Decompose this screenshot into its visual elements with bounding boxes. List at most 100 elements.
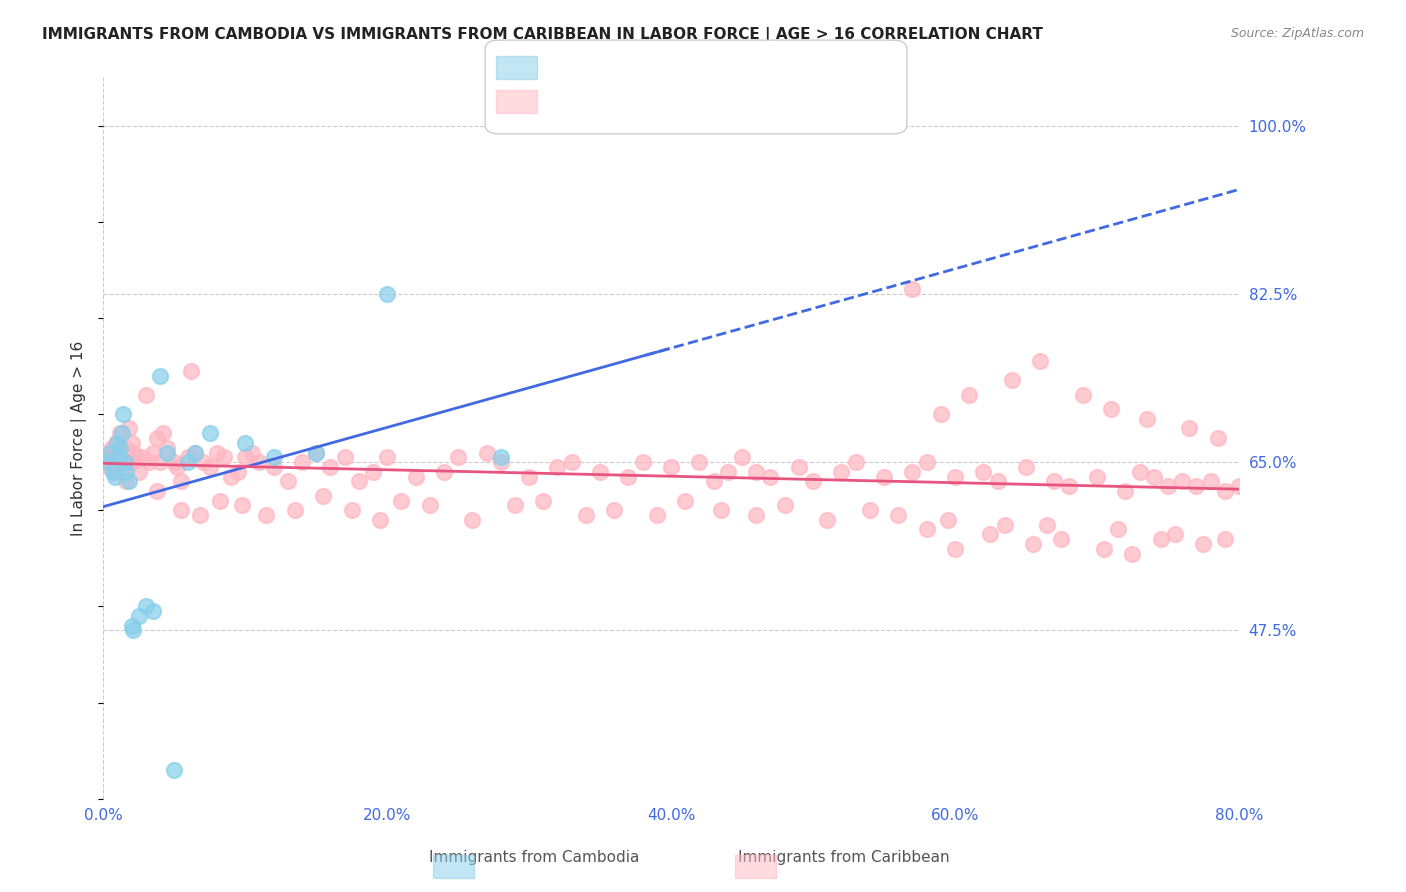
- Point: [1143, 469, 1166, 483]
- Point: [112, 459, 135, 474]
- Point: [1029, 354, 1052, 368]
- Text: N =: N =: [654, 69, 683, 84]
- Point: [389, 493, 412, 508]
- Point: [198, 459, 221, 474]
- Point: [1015, 459, 1038, 474]
- Point: [107, 450, 129, 465]
- Point: [277, 475, 299, 489]
- Point: [98, 450, 121, 465]
- Point: [1099, 402, 1122, 417]
- Point: [219, 469, 242, 483]
- Point: [114, 455, 136, 469]
- Point: [233, 436, 256, 450]
- Point: [118, 421, 141, 435]
- Point: [121, 618, 143, 632]
- Point: [773, 499, 796, 513]
- Point: [125, 450, 148, 465]
- Point: [112, 407, 135, 421]
- Point: [177, 455, 200, 469]
- Point: [263, 459, 285, 474]
- Text: Immigrants from Caribbean: Immigrants from Caribbean: [738, 850, 949, 865]
- Text: 28: 28: [724, 69, 745, 84]
- Point: [256, 508, 278, 522]
- Point: [100, 441, 122, 455]
- Point: [177, 450, 200, 465]
- Point: [801, 475, 824, 489]
- Text: R =: R =: [513, 69, 541, 84]
- Point: [184, 445, 207, 459]
- Point: [1213, 483, 1236, 498]
- Point: [873, 469, 896, 483]
- Point: [447, 450, 470, 465]
- Point: [128, 609, 150, 624]
- Point: [146, 483, 169, 498]
- Point: [115, 465, 138, 479]
- Point: [368, 513, 391, 527]
- Point: [943, 469, 966, 483]
- Point: [142, 604, 165, 618]
- Point: [103, 465, 125, 479]
- Point: [815, 513, 838, 527]
- Point: [163, 455, 186, 469]
- Point: [149, 455, 172, 469]
- Point: [979, 527, 1001, 541]
- Point: [107, 436, 129, 450]
- Point: [1128, 465, 1150, 479]
- Point: [1121, 547, 1143, 561]
- Point: [305, 445, 328, 459]
- Point: [1107, 523, 1129, 537]
- Point: [1022, 537, 1045, 551]
- Point: [110, 426, 132, 441]
- Point: [787, 459, 810, 474]
- Point: [212, 450, 235, 465]
- Point: [122, 624, 145, 638]
- Point: [915, 455, 938, 469]
- Text: -0.134: -0.134: [579, 101, 634, 116]
- Text: IMMIGRANTS FROM CAMBODIA VS IMMIGRANTS FROM CARIBBEAN IN LABOR FORCE | AGE > 16 : IMMIGRANTS FROM CAMBODIA VS IMMIGRANTS F…: [42, 27, 1043, 43]
- Point: [120, 455, 142, 469]
- Point: [94, 455, 117, 469]
- Point: [489, 455, 512, 469]
- Point: [1199, 475, 1222, 489]
- Point: [731, 450, 754, 465]
- Point: [517, 469, 540, 483]
- Point: [284, 503, 307, 517]
- Point: [603, 503, 626, 517]
- Point: [375, 450, 398, 465]
- Point: [1171, 475, 1194, 489]
- Point: [111, 426, 134, 441]
- Point: [166, 459, 188, 474]
- Point: [1043, 475, 1066, 489]
- Point: [117, 455, 139, 469]
- Point: [915, 523, 938, 537]
- Point: [475, 445, 498, 459]
- Point: [710, 503, 733, 517]
- Point: [101, 465, 124, 479]
- Text: Source: ZipAtlas.com: Source: ZipAtlas.com: [1230, 27, 1364, 40]
- Point: [118, 475, 141, 489]
- Point: [138, 455, 160, 469]
- Point: [135, 388, 157, 402]
- Text: 148: 148: [724, 101, 756, 116]
- Point: [121, 436, 143, 450]
- Point: [233, 450, 256, 465]
- Point: [361, 465, 384, 479]
- Text: R =: R =: [513, 101, 541, 116]
- Point: [375, 286, 398, 301]
- Point: [333, 450, 356, 465]
- Point: [561, 455, 583, 469]
- Point: [156, 445, 179, 459]
- Point: [859, 503, 882, 517]
- Text: Immigrants from Cambodia: Immigrants from Cambodia: [429, 850, 640, 865]
- Point: [1164, 527, 1187, 541]
- Point: [104, 436, 127, 450]
- Point: [124, 445, 146, 459]
- Y-axis label: In Labor Force | Age > 16: In Labor Force | Age > 16: [72, 341, 87, 536]
- Point: [263, 450, 285, 465]
- Point: [96, 445, 118, 459]
- Point: [208, 493, 231, 508]
- Point: [240, 445, 263, 459]
- Point: [135, 599, 157, 614]
- Point: [1057, 479, 1080, 493]
- Point: [110, 441, 132, 455]
